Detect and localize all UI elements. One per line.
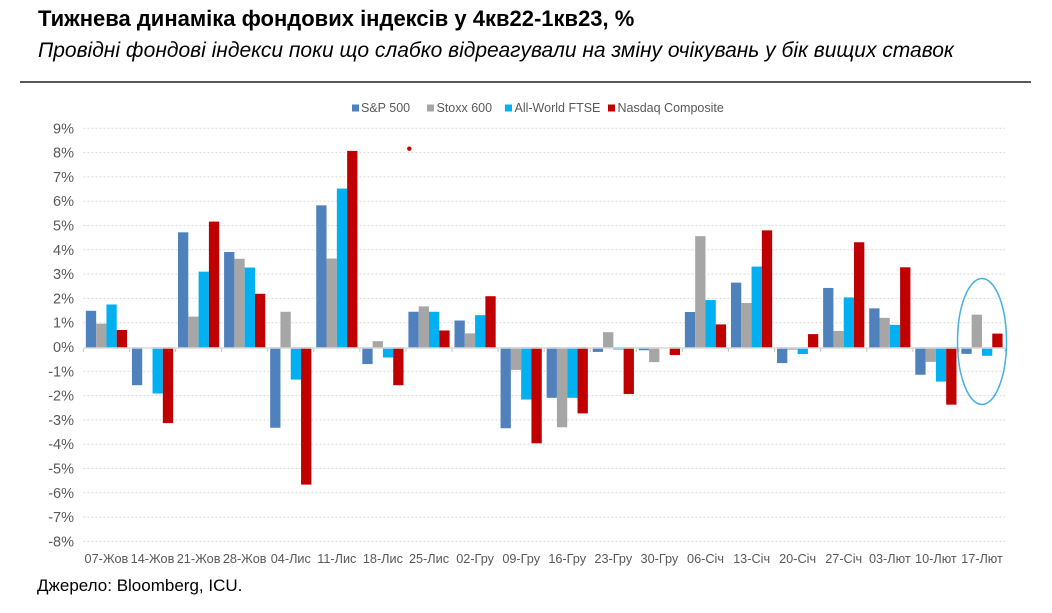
- svg-text:-6%: -6%: [48, 486, 74, 502]
- svg-text:-5%: -5%: [48, 462, 74, 478]
- svg-text:28-Жов: 28-Жов: [223, 552, 267, 566]
- svg-text:9%: 9%: [53, 121, 74, 137]
- svg-text:4%: 4%: [53, 243, 74, 259]
- svg-text:30-Гру: 30-Гру: [641, 552, 679, 566]
- svg-text:3%: 3%: [53, 267, 74, 283]
- svg-text:0%: 0%: [53, 340, 74, 356]
- svg-text:09-Гру: 09-Гру: [502, 552, 540, 566]
- svg-text:-8%: -8%: [48, 534, 74, 550]
- svg-text:18-Лис: 18-Лис: [363, 552, 404, 566]
- svg-text:21-Жов: 21-Жов: [177, 552, 221, 566]
- svg-text:06-Січ: 06-Січ: [687, 552, 724, 566]
- svg-text:03-Лют: 03-Лют: [869, 552, 911, 566]
- svg-text:07-Жов: 07-Жов: [85, 552, 129, 566]
- svg-text:17-Лют: 17-Лют: [961, 552, 1003, 566]
- svg-text:-2%: -2%: [48, 389, 74, 405]
- svg-text:6%: 6%: [53, 194, 74, 210]
- svg-text:16-Гру: 16-Гру: [548, 552, 586, 566]
- svg-text:11-Лис: 11-Лис: [317, 552, 357, 566]
- svg-text:10-Лют: 10-Лют: [915, 552, 957, 566]
- svg-text:5%: 5%: [53, 219, 74, 235]
- svg-text:-7%: -7%: [48, 510, 74, 526]
- svg-text:8%: 8%: [53, 146, 74, 162]
- svg-text:All-World FTSE: All-World FTSE: [515, 101, 601, 115]
- svg-text:23-Гру: 23-Гру: [594, 552, 632, 566]
- svg-text:25-Лис: 25-Лис: [409, 552, 450, 566]
- svg-text:-4%: -4%: [48, 437, 74, 453]
- svg-text:Stoxx 600: Stoxx 600: [437, 101, 493, 115]
- svg-text:-1%: -1%: [48, 364, 74, 380]
- svg-text:13-Січ: 13-Січ: [733, 552, 770, 566]
- svg-text:04-Лис: 04-Лис: [271, 552, 312, 566]
- svg-text:-3%: -3%: [48, 413, 74, 429]
- svg-text:1%: 1%: [53, 316, 74, 332]
- svg-text:20-Січ: 20-Січ: [779, 552, 816, 566]
- svg-text:S&P 500: S&P 500: [361, 101, 410, 115]
- svg-text:02-Гру: 02-Гру: [456, 552, 494, 566]
- svg-text:14-Жов: 14-Жов: [131, 552, 175, 566]
- svg-text:27-Січ: 27-Січ: [825, 552, 862, 566]
- svg-text:Nasdaq Composite: Nasdaq Composite: [618, 101, 724, 115]
- svg-text:7%: 7%: [53, 170, 74, 186]
- svg-text:2%: 2%: [53, 291, 74, 307]
